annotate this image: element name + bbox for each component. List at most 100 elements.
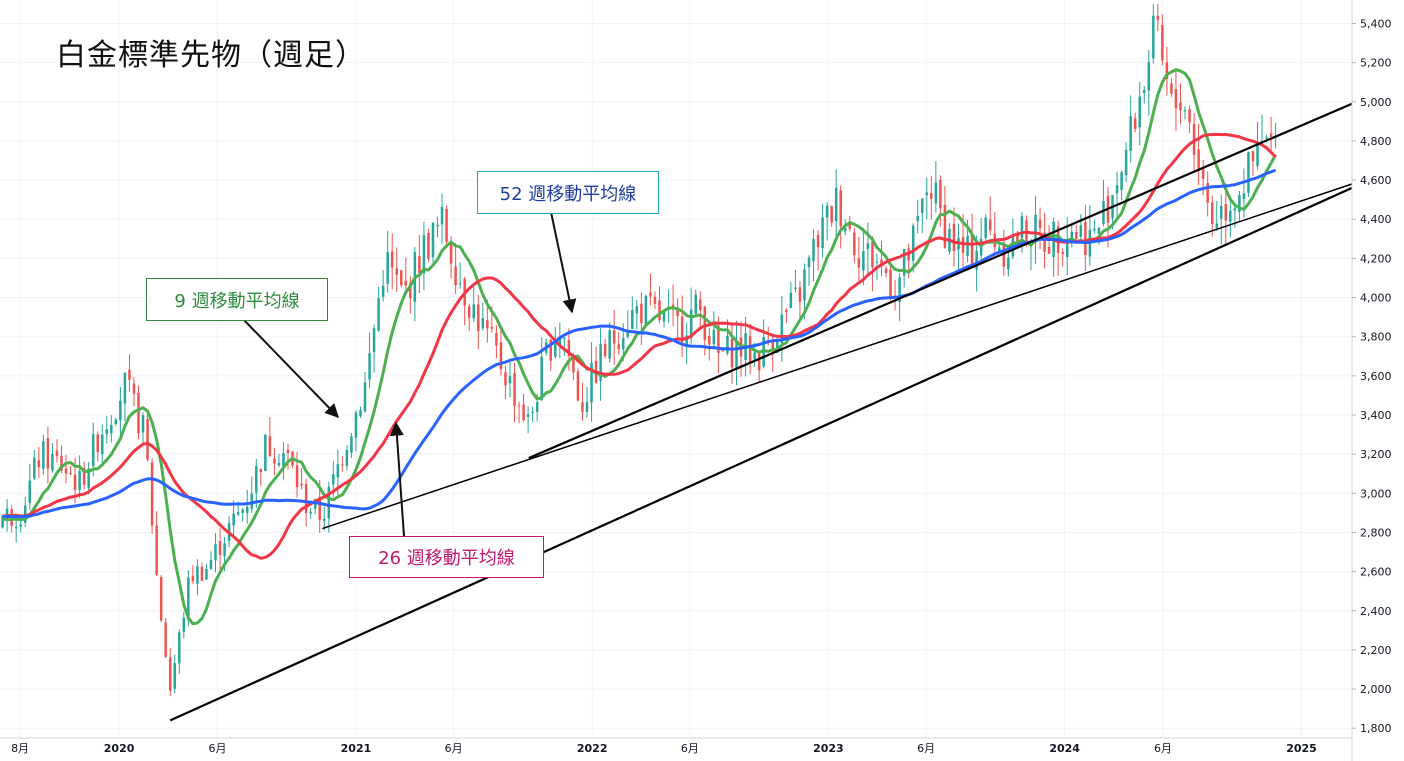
candle-body — [69, 472, 72, 474]
candle-body — [336, 464, 340, 478]
time-tick-label: 2022 — [577, 742, 608, 755]
time-tick-label: 6月 — [1154, 742, 1172, 755]
candle-body — [631, 310, 634, 329]
candle-body — [730, 338, 734, 368]
candle-body — [350, 436, 353, 453]
candle-body — [680, 316, 684, 343]
candle-body — [1020, 216, 1024, 239]
price-tick-label: 2,800 — [1360, 526, 1392, 539]
candle-body — [132, 383, 136, 394]
candle-body — [1265, 137, 1268, 139]
candle-body — [753, 352, 756, 360]
candle-body — [268, 436, 272, 457]
candle-body — [458, 283, 462, 285]
candle-body — [708, 335, 711, 345]
candle-body — [794, 287, 797, 289]
candle-body — [921, 198, 924, 213]
candle-body — [105, 429, 109, 435]
candle-body — [78, 470, 81, 491]
candle-body — [735, 340, 738, 369]
candle-body — [119, 400, 122, 421]
candle-body — [1156, 15, 1160, 21]
price-tick-label: 4,800 — [1360, 135, 1392, 148]
candle-body — [128, 369, 131, 380]
candle-body — [91, 434, 95, 467]
candle-body — [209, 559, 213, 570]
candle-body — [508, 375, 512, 384]
candle-body — [1047, 246, 1051, 254]
candle-body — [635, 305, 639, 314]
candle-body — [318, 496, 321, 520]
candle-body — [966, 235, 969, 256]
candle-body — [1224, 204, 1228, 221]
candle-body — [757, 353, 761, 371]
candle-body — [522, 404, 525, 421]
candle-body — [1206, 182, 1209, 203]
candle-body — [563, 337, 566, 339]
candle-body — [1147, 62, 1151, 91]
candle-body — [930, 192, 933, 199]
candle-body — [825, 205, 829, 218]
candle-body — [699, 299, 702, 311]
candle-body — [780, 314, 784, 344]
candle-body — [327, 486, 331, 519]
price-tick-label: 3,200 — [1360, 448, 1392, 461]
ma52-line — [2, 168, 1277, 519]
price-tick-label: 2,600 — [1360, 566, 1392, 579]
candle-body — [1120, 172, 1123, 191]
candle-body — [1138, 96, 1141, 128]
candle-body — [381, 285, 385, 297]
time-tick-label: 2024 — [1049, 742, 1080, 755]
candle-body — [979, 238, 983, 256]
time-tick-label: 2023 — [813, 742, 844, 755]
candle-body — [60, 455, 63, 471]
time-axis[interactable]: 8月 2020 6月 2021 6月 2022 6月 2023 6月 2024 6月 2025 — [0, 737, 1352, 755]
candle-body — [409, 283, 412, 298]
candle-body — [236, 512, 240, 515]
candle-body — [685, 335, 688, 347]
candle-body — [250, 493, 254, 509]
candle-body — [481, 318, 485, 329]
candle-body — [87, 468, 90, 489]
candle-body — [671, 304, 675, 308]
candle-body — [1256, 141, 1259, 167]
candle-body — [218, 541, 222, 555]
candle-body — [1242, 193, 1246, 200]
candle-body — [572, 358, 575, 373]
candle-body — [114, 419, 118, 424]
ma9-label: 9 週移動平均線 — [146, 278, 328, 321]
price-axis[interactable]: 1,800 2,000 2,200 2,400 2,600 2,800 3,000 3,200… — [1351, 0, 1392, 761]
candle-body — [422, 235, 426, 274]
candle-body — [984, 217, 987, 238]
candle-body — [721, 349, 725, 352]
candle-body — [857, 258, 861, 268]
candle-body — [309, 511, 312, 514]
candle-body — [359, 409, 362, 417]
candle-body — [1215, 223, 1218, 228]
candle-body — [599, 343, 602, 381]
candle-body — [168, 657, 172, 691]
price-tick-label: 4,200 — [1360, 252, 1392, 265]
candle-body — [866, 243, 870, 250]
candle-body — [558, 336, 562, 346]
price-tick-label: 2,200 — [1360, 644, 1392, 657]
price-tick-label: 1,800 — [1360, 722, 1392, 735]
candle-body — [33, 457, 36, 479]
candle-body — [1174, 88, 1178, 109]
price-tick-label: 4,000 — [1360, 292, 1392, 305]
trendline — [169, 186, 1353, 722]
candle-body — [703, 306, 707, 341]
candle-body — [418, 255, 421, 274]
candle-body — [1183, 110, 1187, 112]
candle-body — [653, 296, 657, 304]
price-tick-label: 3,000 — [1360, 487, 1392, 500]
candle-body — [622, 338, 625, 350]
candle-body — [245, 506, 249, 513]
candle-body — [467, 306, 471, 318]
candle-body — [150, 462, 154, 526]
candle-body — [386, 252, 389, 284]
candle-body — [843, 228, 847, 232]
candle-body — [427, 232, 430, 259]
candle-body — [789, 292, 793, 308]
time-tick-label: 2020 — [104, 742, 135, 755]
